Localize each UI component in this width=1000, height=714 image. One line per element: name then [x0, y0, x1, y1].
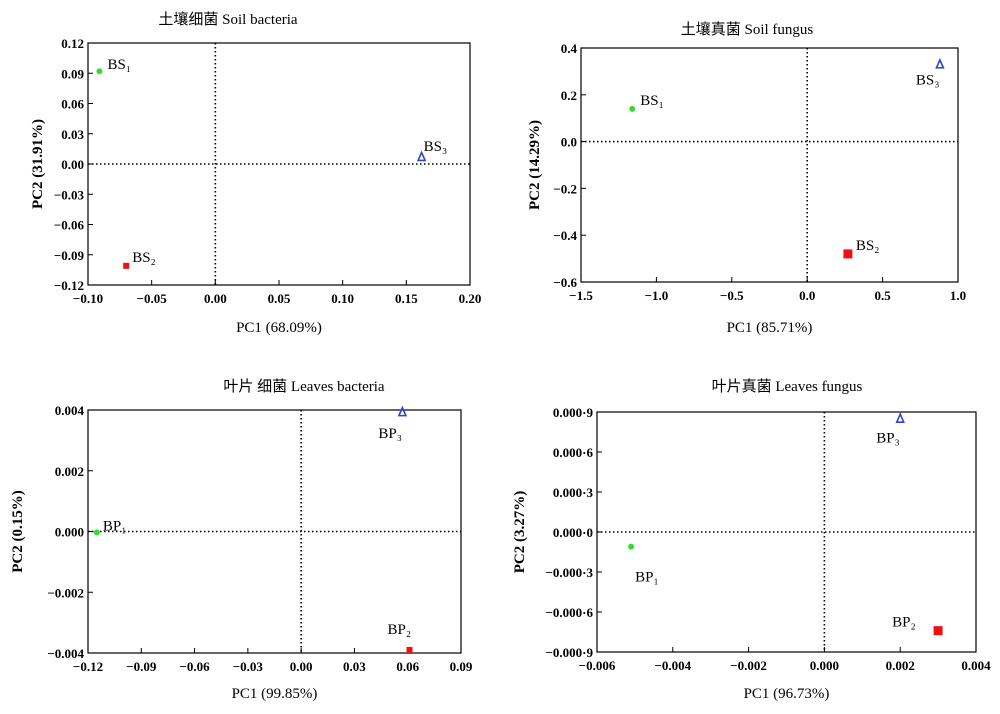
point-label-BS₁: BS₁	[107, 57, 131, 73]
y-tick-label: −0.09	[54, 248, 85, 263]
y-tick-label: −0.6	[553, 275, 577, 290]
y-tick-label: −0.03	[54, 187, 85, 202]
chart-panel-3: 叶片 细菌 Leaves bacteria −0.12 −0.09 −0.06 −0.0…	[10, 378, 473, 702]
y-axis-label: PC2 (31.91%)	[30, 119, 46, 209]
x-tick-label: −0.12	[73, 659, 103, 674]
x-tick-label: −0.03	[233, 659, 264, 674]
y-tick-label: −0.06	[54, 218, 85, 233]
x-tick-label: −0.5	[720, 288, 744, 303]
y-tick-label: 0.03	[61, 127, 84, 142]
y-axis-label: PC2 (14.29%)	[527, 120, 543, 210]
x-tick-label: 1.0	[950, 288, 966, 303]
x-axis-label: PC1 (68.09%)	[236, 320, 322, 336]
data-point-BP₃	[895, 412, 905, 423]
y-tick-label: −0.002	[47, 585, 84, 600]
data-point-BS₁	[629, 105, 636, 112]
x-tick-label: 0.03	[343, 659, 366, 674]
y-tick-label: −0.000·9	[546, 645, 594, 660]
point-label-BS₃: BS₃	[424, 139, 448, 155]
y-tick-label: 0.000	[55, 525, 84, 540]
chart-panel-1: 土壤细菌 Soil bacteria −0.10 −0.05 0.00 0.05 0.10…	[30, 10, 481, 336]
y-tick-label: −0.4	[553, 228, 577, 243]
x-tick-label: −0.09	[126, 659, 157, 674]
y-tick-label: −0.004	[47, 646, 84, 661]
x-axis-label: PC1 (99.85%)	[232, 686, 318, 702]
point-label-BP₂: BP₂	[387, 622, 411, 638]
point-label-BP₃: BP₃	[876, 431, 900, 447]
y-tick-label: 0.0	[561, 135, 577, 150]
x-tick-label: 0.5	[874, 288, 891, 303]
plot-frame	[580, 47, 959, 283]
point-label-BS₂: BS₂	[856, 238, 880, 254]
x-tick-label: −0.002	[730, 658, 767, 673]
x-tick-label: 0.00	[204, 291, 227, 306]
chart-title: 叶片真菌 Leaves fungus	[712, 377, 863, 395]
y-tick-label: 0.002	[55, 464, 84, 479]
chart-panel-2: 土壤真菌 Soil fungus −1.5 −1.0 −0.5 0.0 0.5 1.0 0.4…	[527, 20, 966, 336]
x-axis-label: PC1 (85.71%)	[727, 320, 813, 336]
x-tick-label: 0.10	[331, 291, 354, 306]
x-tick-label: 0.002	[886, 658, 915, 673]
y-tick-label: 0.06	[61, 97, 84, 112]
point-label-BP₃: BP₃	[378, 426, 402, 442]
data-point-BS₃	[935, 57, 945, 69]
y-tick-label: 0.00	[61, 157, 84, 172]
x-axis-label: PC1 (96.73%)	[744, 686, 830, 702]
data-point-BP₁	[93, 529, 100, 536]
data-point-BS₁	[96, 68, 103, 75]
y-tick-label: −0.2	[553, 181, 577, 196]
point-label-BP₁: BP₁	[103, 518, 127, 534]
y-axis-label: PC2 (0.15%)	[10, 490, 26, 573]
x-tick-label: 0.00	[290, 659, 313, 674]
point-label-BP₁: BP₁	[635, 570, 659, 586]
chart-panel-4: 叶片真菌 Leaves fungus −0.006 −0.004 −0.002 0.00…	[512, 377, 991, 702]
point-label-BS₃: BS₃	[916, 72, 940, 88]
y-axis-label: PC2 (3.27%)	[512, 491, 528, 574]
y-tick-label: 0.004	[55, 403, 85, 418]
chart-title: 土壤真菌 Soil fungus	[681, 20, 814, 38]
point-label-BS₂: BS₂	[132, 250, 156, 266]
data-point-BP₂	[406, 646, 413, 653]
y-tick-label: −0.000·3	[546, 565, 594, 580]
x-tick-label: 0.000	[810, 658, 839, 673]
x-tick-label: 0.09	[450, 659, 473, 674]
y-tick-label: 0.000·6	[553, 445, 594, 460]
data-point-BS₂	[843, 249, 853, 259]
x-tick-label: 0.20	[459, 291, 482, 306]
chart-title: 土壤细菌 Soil bacteria	[158, 10, 297, 28]
y-tick-label: −0.000·6	[546, 605, 594, 620]
data-point-BS₃	[416, 150, 427, 162]
data-point-BS₂	[123, 262, 130, 269]
x-tick-label: −0.05	[137, 291, 168, 306]
y-tick-label: 0.000·0	[553, 525, 593, 540]
x-tick-label: −1.0	[645, 288, 669, 303]
x-tick-label: 0.15	[395, 291, 418, 306]
y-tick-label: 0.12	[61, 36, 84, 51]
x-tick-label: −1.5	[569, 288, 593, 303]
y-tick-label: 0.2	[561, 88, 577, 103]
y-tick-label: 0.000·9	[553, 405, 594, 420]
x-tick-label: −0.006	[579, 658, 616, 673]
chart-title: 叶片 细菌 Leaves bacteria	[223, 378, 385, 395]
x-tick-label: −0.004	[654, 658, 691, 673]
x-tick-label: 0.004	[961, 658, 991, 673]
data-point-BP₂	[933, 626, 943, 636]
x-tick-label: 0.06	[396, 659, 419, 674]
x-tick-label: 0.05	[268, 291, 291, 306]
x-tick-label: −0.06	[179, 659, 210, 674]
data-point-BP₁	[628, 543, 635, 550]
y-tick-label: 0.000·3	[553, 485, 594, 500]
y-tick-label: 0.4	[561, 41, 578, 56]
x-tick-label: 0.0	[799, 288, 815, 303]
point-label-BS₁: BS₁	[640, 93, 664, 109]
y-tick-label: 0.09	[61, 66, 84, 81]
x-tick-label: −0.10	[73, 291, 103, 306]
point-label-BP₂: BP₂	[892, 615, 916, 631]
y-tick-label: −0.12	[54, 278, 84, 293]
data-point-BP₃	[397, 405, 408, 417]
